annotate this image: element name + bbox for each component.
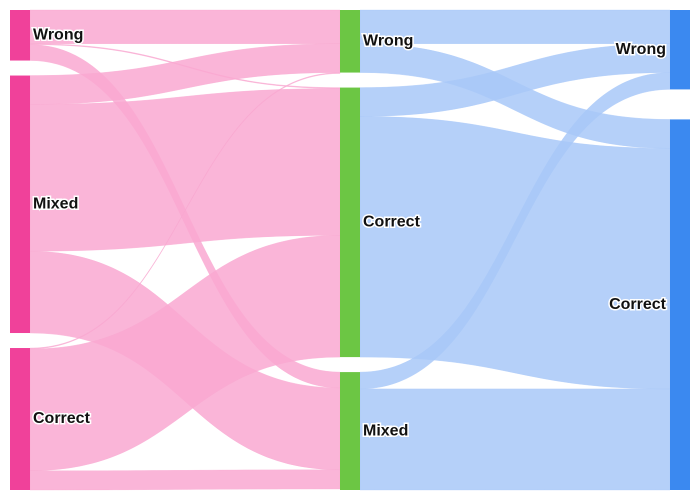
label-s0-correct: Correct bbox=[33, 410, 91, 427]
link-s0-correct-to-s1-correct[interactable] bbox=[29, 235, 341, 471]
label-s1-wrong: Wrong bbox=[363, 33, 413, 50]
node-s1-wrong[interactable] bbox=[340, 10, 360, 73]
link-s0-mixed-to-s1-correct[interactable] bbox=[29, 88, 341, 252]
node-s2-wrong[interactable] bbox=[670, 10, 690, 90]
link-s0-correct-to-s1-mixed[interactable] bbox=[29, 469, 341, 491]
label-s1-mixed: Mixed bbox=[363, 422, 408, 439]
node-s1-mixed[interactable] bbox=[340, 372, 360, 490]
node-s2-correct[interactable] bbox=[670, 119, 690, 490]
label-s1-correct: Correct bbox=[363, 214, 421, 231]
node-s0-mixed[interactable] bbox=[10, 75, 30, 334]
node-s1-correct[interactable] bbox=[340, 87, 360, 358]
nodes-layer bbox=[10, 10, 690, 490]
label-s0-mixed: Mixed bbox=[33, 195, 78, 212]
node-s0-wrong[interactable] bbox=[10, 10, 30, 61]
label-s2-correct: Correct bbox=[609, 296, 667, 313]
links-layer bbox=[29, 9, 671, 491]
node-s0-correct[interactable] bbox=[10, 348, 30, 490]
link-s1-correct-to-s2-correct[interactable] bbox=[359, 116, 671, 390]
labels-layer: Wrong Mixed Correct Wrong Correct Mixed Wrong C… bbox=[32, 25, 669, 441]
label-s2-wrong: Wrong bbox=[616, 41, 666, 58]
link-s0-correct-to-s1-wrong[interactable] bbox=[29, 72, 341, 350]
label-s0-wrong: Wrong bbox=[33, 26, 83, 43]
link-s1-mixed-to-s2-correct[interactable] bbox=[359, 388, 671, 491]
link-s1-mixed-to-s2-wrong[interactable] bbox=[359, 72, 671, 390]
